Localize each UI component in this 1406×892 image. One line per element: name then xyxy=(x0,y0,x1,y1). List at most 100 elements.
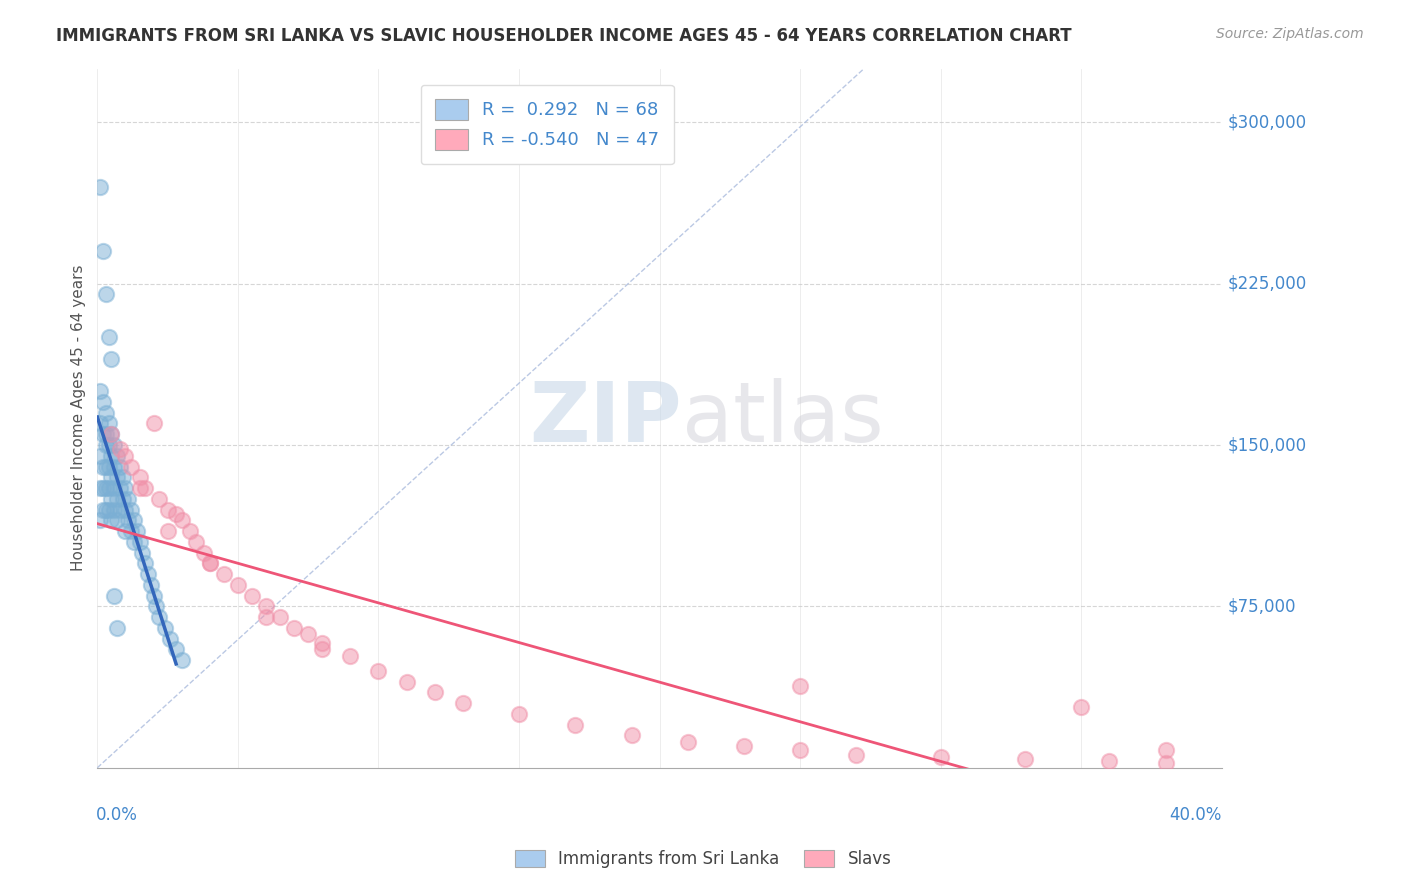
Text: $75,000: $75,000 xyxy=(1227,598,1296,615)
Point xyxy=(165,642,187,657)
Point xyxy=(125,524,148,538)
Point xyxy=(395,674,418,689)
Point xyxy=(451,696,474,710)
Point xyxy=(100,513,122,527)
Point xyxy=(94,406,117,420)
Point xyxy=(103,502,125,516)
Point xyxy=(89,179,111,194)
Point xyxy=(89,513,111,527)
Point xyxy=(136,567,159,582)
Point xyxy=(283,621,305,635)
Point xyxy=(117,491,139,506)
Point xyxy=(508,706,530,721)
Point xyxy=(184,534,207,549)
Point xyxy=(94,481,117,495)
Point xyxy=(114,449,136,463)
Point xyxy=(226,578,249,592)
Point xyxy=(564,717,586,731)
Legend: Immigrants from Sri Lanka, Slavs: Immigrants from Sri Lanka, Slavs xyxy=(508,843,898,875)
Point xyxy=(134,557,156,571)
Point xyxy=(148,610,170,624)
Point xyxy=(128,534,150,549)
Point xyxy=(122,534,145,549)
Point xyxy=(339,648,361,663)
Point xyxy=(131,545,153,559)
Point xyxy=(108,481,131,495)
Point xyxy=(193,545,215,559)
Point xyxy=(165,507,187,521)
Point xyxy=(100,427,122,442)
Point xyxy=(100,449,122,463)
Point xyxy=(170,653,193,667)
Point xyxy=(240,589,263,603)
Point xyxy=(105,491,128,506)
Point xyxy=(120,524,142,538)
Point xyxy=(89,449,111,463)
Point xyxy=(97,481,120,495)
Point xyxy=(676,735,699,749)
Point xyxy=(94,287,117,301)
Point xyxy=(156,524,179,538)
Point xyxy=(134,481,156,495)
Legend: R =  0.292   N = 68, R = -0.540   N = 47: R = 0.292 N = 68, R = -0.540 N = 47 xyxy=(420,85,673,164)
Text: atlas: atlas xyxy=(682,377,884,458)
Point xyxy=(89,417,111,431)
Point xyxy=(91,427,114,442)
Point xyxy=(97,330,120,344)
Point xyxy=(103,481,125,495)
Y-axis label: Householder Income Ages 45 - 64 years: Householder Income Ages 45 - 64 years xyxy=(72,265,86,572)
Point xyxy=(100,491,122,506)
Point xyxy=(789,679,811,693)
Point xyxy=(845,747,868,762)
Point xyxy=(153,621,176,635)
Point xyxy=(367,664,389,678)
Point xyxy=(128,470,150,484)
Point xyxy=(1098,754,1121,768)
Point xyxy=(423,685,446,699)
Point xyxy=(1154,756,1177,771)
Point xyxy=(159,632,181,646)
Point xyxy=(1154,743,1177,757)
Point xyxy=(254,599,277,614)
Point xyxy=(91,481,114,495)
Point xyxy=(91,244,114,259)
Point xyxy=(142,417,165,431)
Point xyxy=(142,589,165,603)
Point xyxy=(111,491,134,506)
Point xyxy=(198,557,221,571)
Point xyxy=(198,557,221,571)
Point xyxy=(91,502,114,516)
Point xyxy=(128,481,150,495)
Text: Source: ZipAtlas.com: Source: ZipAtlas.com xyxy=(1216,27,1364,41)
Point xyxy=(139,578,162,592)
Point xyxy=(105,470,128,484)
Point xyxy=(111,470,134,484)
Text: 40.0%: 40.0% xyxy=(1170,806,1222,824)
Point xyxy=(156,502,179,516)
Point xyxy=(108,459,131,474)
Point xyxy=(929,750,952,764)
Point xyxy=(97,459,120,474)
Text: ZIP: ZIP xyxy=(530,377,682,458)
Point xyxy=(94,459,117,474)
Point xyxy=(789,743,811,757)
Point xyxy=(148,491,170,506)
Point xyxy=(733,739,755,754)
Point xyxy=(1014,752,1036,766)
Point xyxy=(100,427,122,442)
Point xyxy=(1070,700,1092,714)
Point xyxy=(105,449,128,463)
Point xyxy=(91,395,114,409)
Point xyxy=(311,642,333,657)
Point xyxy=(100,351,122,366)
Point xyxy=(297,627,319,641)
Point xyxy=(122,513,145,527)
Point xyxy=(120,459,142,474)
Point xyxy=(97,502,120,516)
Point xyxy=(311,636,333,650)
Point xyxy=(114,524,136,538)
Point xyxy=(620,728,643,742)
Point xyxy=(114,481,136,495)
Point xyxy=(97,417,120,431)
Point xyxy=(117,513,139,527)
